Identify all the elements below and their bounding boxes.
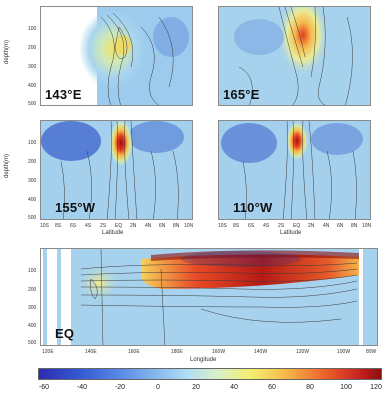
contour-110w <box>219 121 370 219</box>
depth-tick-500a: 500 <box>28 101 37 107</box>
colorbar-tick: 0 <box>156 384 160 391</box>
lat-tick: 4N <box>323 223 330 229</box>
lat-tick: 8N <box>173 223 180 229</box>
contour-155w <box>41 121 192 219</box>
lat-tick: 8S <box>233 223 240 229</box>
colorbar-tick: 80 <box>306 384 314 391</box>
panel-label-155w: 155°W <box>55 200 96 215</box>
panel-110w: 110°W <box>218 120 371 220</box>
lat-tick: EQ <box>293 223 301 229</box>
depth-tick-400b: 400 <box>28 197 37 203</box>
lon-tick: 140E <box>85 349 97 355</box>
colorbar <box>38 368 382 380</box>
depth-tick-200c: 200 <box>28 287 37 293</box>
colorbar-tick: 100 <box>340 384 352 391</box>
depth-axis-label-middle: depth(m) <box>4 153 10 178</box>
lon-tick: 140W <box>254 349 268 355</box>
depth-axis-label-top: depth(m) <box>4 39 10 64</box>
depth-tick-500b: 500 <box>28 215 37 221</box>
lon-tick: 100W <box>337 349 351 355</box>
colorbar-tick: -40 <box>76 384 88 391</box>
lat-tick: 6N <box>337 223 344 229</box>
lat-tick: 4N <box>145 223 152 229</box>
lat-tick: 4S <box>85 223 92 229</box>
lat-tick: 10S <box>40 223 49 229</box>
panel-label-110w: 110°W <box>233 200 273 215</box>
lat-tick: 10N <box>184 223 194 229</box>
depth-tick-100a: 100 <box>28 26 37 32</box>
latitude-ticks-right: 10S 8S 6S 4S 2S EQ 2N 4N 6N 8N 10N <box>218 223 371 231</box>
lat-tick: 6S <box>248 223 255 229</box>
colorbar-tick: 40 <box>230 384 238 391</box>
depth-tick-300a: 300 <box>28 64 37 70</box>
panel-143e: 143°E <box>40 6 193 106</box>
panel-label-165e: 165°E <box>223 87 260 102</box>
depth-tick-400c: 400 <box>28 323 37 329</box>
latitude-axis-label-left: Latitude <box>102 230 124 236</box>
panel-eq: EQ <box>40 248 378 346</box>
colorbar-tick: 60 <box>268 384 276 391</box>
lat-tick: 10N <box>362 223 372 229</box>
longitude-ticks: 120E 140E 160E 180E 160W 140W 120W 100W … <box>40 349 378 357</box>
lat-tick: 2S <box>278 223 285 229</box>
colorbar-tick: -20 <box>114 384 126 391</box>
depth-tick-200b: 200 <box>28 159 37 165</box>
lon-tick: 160E <box>128 349 140 355</box>
panel-label-143e: 143°E <box>45 87 82 102</box>
lat-tick: 2N <box>130 223 137 229</box>
latitude-axis-label-right: Latitude <box>280 230 302 236</box>
lon-tick: 180E <box>171 349 183 355</box>
lat-tick: 4S <box>263 223 270 229</box>
colorbar-tick: 120 <box>370 384 382 391</box>
latitude-ticks-left: 10S 8S 6S 4S 2S EQ 2N 4N 6N 8N 10N <box>40 223 193 231</box>
depth-tick-400a: 400 <box>28 83 37 89</box>
lat-tick: 2N <box>308 223 315 229</box>
lon-tick: 80W <box>366 349 377 355</box>
panel-label-eq: EQ <box>55 326 75 341</box>
lat-tick: 6N <box>159 223 166 229</box>
depth-tick-300c: 300 <box>28 305 37 311</box>
depth-tick-200a: 200 <box>28 45 37 51</box>
contour-143e <box>41 7 192 105</box>
contour-eq <box>41 249 377 345</box>
lat-tick: 8S <box>55 223 62 229</box>
lat-tick: 8N <box>351 223 358 229</box>
depth-tick-300b: 300 <box>28 178 37 184</box>
depth-tick-500c: 500 <box>28 340 37 346</box>
longitude-axis-label: Longitude <box>190 357 217 363</box>
panel-165e: 165°E <box>218 6 371 106</box>
lat-tick: EQ <box>115 223 123 229</box>
lon-tick: 120E <box>42 349 54 355</box>
lat-tick: 2S <box>100 223 107 229</box>
colorbar-tick: 20 <box>192 384 200 391</box>
lat-tick: 10S <box>218 223 227 229</box>
lon-tick: 160W <box>212 349 226 355</box>
depth-tick-100b: 100 <box>28 140 37 146</box>
panel-155w: 155°W <box>40 120 193 220</box>
lat-tick: 6S <box>70 223 77 229</box>
colorbar-tick: -60 <box>38 384 50 391</box>
lon-tick: 120W <box>296 349 310 355</box>
depth-tick-100c: 100 <box>28 268 37 274</box>
contour-165e <box>219 7 370 105</box>
